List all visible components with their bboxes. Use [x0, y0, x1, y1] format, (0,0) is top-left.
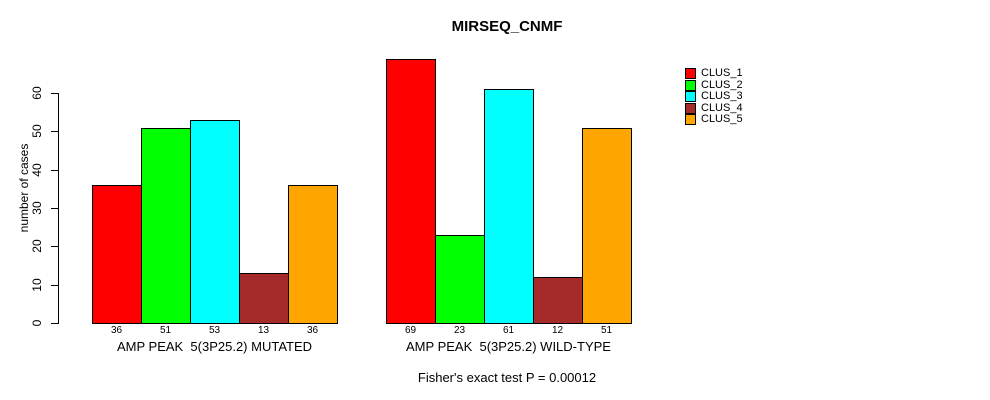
y-axis-tick-label: 50: [30, 124, 44, 139]
legend-label-clus_3: CLUS_3: [701, 90, 743, 103]
y-axis-tick: [51, 131, 59, 133]
bar-value-label: 69: [404, 325, 417, 336]
bar-clus_2: [141, 127, 191, 324]
bar-clus_1: [386, 58, 436, 324]
y-axis-tick-label: 0: [30, 319, 44, 327]
bar-value-label: 36: [110, 325, 123, 336]
bar-clus_1: [92, 185, 142, 324]
y-axis-tick: [51, 93, 59, 94]
bar-value-label: 53: [208, 325, 221, 336]
chart-title: MIRSEQ_CNMF: [451, 18, 563, 35]
bar-value-label: 13: [257, 325, 270, 336]
legend-label-clus_1: CLUS_1: [701, 67, 743, 79]
group-label: AMP PEAK 5(3P25.2) WILD-TYPE: [406, 339, 611, 354]
bar-value-label: 51: [159, 325, 172, 336]
legend-swatch-clus_3: [685, 91, 696, 103]
legend-swatch-clus_5: [685, 114, 696, 126]
fisher-test-annotation: Fisher's exact test P = 0.00012: [417, 370, 597, 385]
y-axis-tick: [51, 246, 59, 248]
y-axis-tick-label: 60: [30, 86, 44, 100]
y-axis-tick-label: 30: [30, 201, 44, 215]
bar-value-label: 36: [306, 325, 319, 336]
bar-value-label: 23: [453, 325, 466, 336]
legend-swatch-clus_4: [685, 102, 696, 114]
bar-clus_3: [190, 119, 240, 324]
bar-value-label: 12: [551, 325, 564, 336]
y-axis-tick: [51, 323, 59, 324]
y-axis-tick-label: 10: [30, 277, 44, 292]
legend-swatch-clus_1: [685, 68, 696, 79]
y-axis-label: number of cases: [17, 143, 31, 233]
bar-clus_3: [484, 89, 534, 324]
bar-clus_2: [435, 234, 485, 324]
bar-clus_4: [533, 277, 583, 324]
y-axis-tick: [51, 169, 59, 171]
legend-label-clus_4: CLUS_4: [701, 101, 743, 114]
legend-label-clus_2: CLUS_2: [701, 78, 743, 91]
y-axis-tick-label: 20: [30, 239, 44, 254]
bar-clus_5: [288, 185, 338, 324]
y-axis-tick: [51, 284, 59, 286]
y-axis-tick: [51, 208, 59, 209]
bar-value-label: 61: [502, 325, 515, 336]
bar-clus_4: [239, 273, 289, 324]
bar-clus_5: [582, 127, 632, 324]
legend-swatch-clus_2: [685, 79, 696, 91]
legend-label-clus_5: CLUS_5: [701, 113, 743, 126]
group-label: AMP PEAK 5(3P25.2) MUTATED: [116, 339, 313, 354]
bar-value-label: 51: [600, 325, 613, 336]
y-axis-tick-label: 40: [30, 162, 44, 177]
